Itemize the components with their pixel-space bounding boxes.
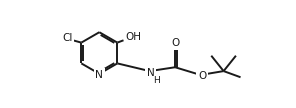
Text: N: N <box>147 68 154 78</box>
Text: OH: OH <box>126 32 141 42</box>
Text: O: O <box>198 71 206 81</box>
Text: Cl: Cl <box>62 33 73 43</box>
Text: O: O <box>172 38 180 48</box>
Text: H: H <box>154 76 160 85</box>
Text: N: N <box>95 70 103 80</box>
